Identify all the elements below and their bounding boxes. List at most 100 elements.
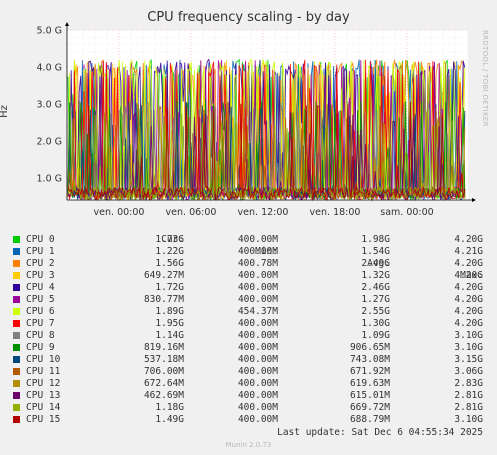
legend-row: CPU 7 1.95G 400.00M 1.30G 4.20G — [12, 318, 492, 330]
legend-row: CPU 4 1.72G 400.00M 2.46G 4.20G — [12, 282, 492, 294]
legend-min-value: 400.00M — [237, 318, 278, 329]
legend-max-value: 4.21G — [454, 246, 483, 257]
legend-cur-value: 1.95G — [155, 318, 184, 329]
legend-row: CPU 11 706.00M 400.00M 671.92M 3.06G — [12, 366, 492, 378]
legend-avg-value: 2.49G — [361, 258, 390, 269]
legend-min-value: 454.37M — [237, 306, 278, 317]
legend-avg-value: 1.54G — [361, 246, 390, 257]
x-tick-label: ven. 18:00 — [310, 207, 361, 218]
x-tick-labels: ven. 00:00 ven. 06:00 ven. 12:00 ven. 18:00… — [94, 207, 434, 218]
legend-series-name: CPU 13 — [26, 390, 61, 401]
legend-series-name: CPU 3 — [26, 270, 55, 281]
legend-series-name: CPU 0 — [26, 234, 55, 245]
legend-row: CPU 1 1.22G 400.00M 1.54G 4.21G — [12, 246, 492, 258]
legend-min-value: 400.00M — [237, 342, 278, 353]
legend-avg-value: 743.08M — [349, 354, 390, 365]
legend-row: CPU 14 1.18G 400.00M 669.72M 2.81G — [12, 402, 492, 414]
y-tick-label: 4.0 G — [37, 62, 63, 73]
legend-swatch — [13, 272, 20, 279]
axes — [65, 22, 476, 202]
legend-max-value: 2.83G — [454, 378, 483, 389]
legend-max-value: 3.10G — [454, 330, 483, 341]
legend-series-name: CPU 8 — [26, 330, 55, 341]
legend-cur-value: 1.49G — [155, 414, 184, 425]
legend-swatch — [13, 416, 20, 423]
header-avg: Avg: — [367, 258, 390, 269]
legend-cur-value: 1.18G — [155, 402, 184, 413]
header-cur: Cur: — [161, 234, 184, 245]
legend-swatch — [13, 260, 20, 267]
legend-swatch — [13, 380, 20, 387]
legend-max-value: 4.20G — [454, 294, 483, 305]
legend-min-value: 400.78M — [237, 258, 278, 269]
legend-avg-value: 615.01M — [349, 390, 390, 401]
legend-min-value: 400.00M — [237, 390, 278, 401]
legend-cur-value: 1.56G — [155, 258, 184, 269]
chart-plot: 1.0 G2.0 G3.0 G4.0 G5.0 G ven. 00:00 ven.… — [37, 22, 476, 218]
legend-row: CPU 0 1.73G 400.00M 1.98G 4.20G — [12, 234, 492, 246]
legend-cur-value: 819.16M — [143, 342, 184, 353]
series-line-cpu-15 — [67, 101, 466, 202]
legend-min-value: 400.00M — [237, 270, 278, 281]
y-tick-label: 1.0 G — [37, 173, 63, 184]
legend-row: CPU 3 649.27M 400.00M 1.32G 4.20G — [12, 270, 492, 282]
legend-series-name: CPU 7 — [26, 318, 55, 329]
series-line-cpu-6 — [67, 58, 466, 201]
legend-min-value: 400.00M — [237, 330, 278, 341]
legend-swatch — [13, 356, 20, 363]
legend-max-value: 4.20G — [454, 270, 483, 281]
legend-cur-value: 1.22G — [155, 246, 184, 257]
x-tick-label: ven. 00:00 — [94, 207, 145, 218]
legend-max-value: 4.20G — [454, 306, 483, 317]
legend-avg-value: 2.55G — [361, 306, 390, 317]
legend-avg-value: 1.27G — [361, 294, 390, 305]
legend-series-name: CPU 9 — [26, 342, 55, 353]
legend-max-value: 4.20G — [454, 258, 483, 269]
legend-max-value: 4.20G — [454, 234, 483, 245]
legend-min-value: 400.00M — [237, 282, 278, 293]
legend-avg-value: 1.32G — [361, 270, 390, 281]
legend-avg-value: 669.72M — [349, 402, 390, 413]
legend-min-value: 400.00M — [237, 402, 278, 413]
legend-min-value: 400.00M — [237, 366, 278, 377]
legend-row: CPU 12 672.64M 400.00M 619.63M 2.83G — [12, 378, 492, 390]
legend-max-value: 3.06G — [454, 366, 483, 377]
legend-series-name: CPU 4 — [26, 282, 55, 293]
legend-row: CPU 6 1.89G 454.37M 2.55G 4.20G — [12, 306, 492, 318]
legend-min-value: 400.00M — [237, 378, 278, 389]
legend-swatch — [13, 392, 20, 399]
legend-cur-value: 830.77M — [143, 294, 184, 305]
legend-avg-value: 2.46G — [361, 282, 390, 293]
legend-series-name: CPU 10 — [26, 354, 61, 365]
legend-row: CPU 2 1.56G 400.78M 2.49G 4.20G — [12, 258, 492, 270]
legend-series-name: CPU 2 — [26, 258, 55, 269]
y-axis-arrow — [65, 22, 69, 26]
legend-cur-value: 537.18M — [143, 354, 184, 365]
legend-series-name: CPU 1 — [26, 246, 55, 257]
legend-series-name: CPU 11 — [26, 366, 61, 377]
legend-swatch — [13, 296, 20, 303]
legend-avg-value: 1.30G — [361, 318, 390, 329]
legend-max-value: 3.10G — [454, 414, 483, 425]
legend-swatch — [13, 344, 20, 351]
legend-series-name: CPU 5 — [26, 294, 55, 305]
legend-min-value: 400.00M — [237, 294, 278, 305]
x-axis-arrow — [472, 198, 476, 202]
x-tick-label: ven. 06:00 — [166, 207, 217, 218]
legend-series-name: CPU 12 — [26, 378, 61, 389]
y-tick-label: 3.0 G — [37, 99, 63, 110]
header-max: Max: — [460, 270, 483, 281]
legend-swatch — [13, 248, 20, 255]
legend-swatch — [13, 320, 20, 327]
legend-avg-value: 1.09G — [361, 330, 390, 341]
legend-max-value: 4.20G — [454, 282, 483, 293]
legend-row: CPU 5 830.77M 400.00M 1.27G 4.20G — [12, 294, 492, 306]
y-tick-labels: 1.0 G 2.0 G 3.0 G 4.0 G 5.0 G — [37, 26, 63, 185]
legend-max-value: 2.81G — [454, 390, 483, 401]
legend-row: CPU 10 537.18M 400.00M 743.08M 3.15G — [12, 354, 492, 366]
chart-title: CPU frequency scaling - by day — [147, 10, 350, 25]
legend-max-value: 3.15G — [454, 354, 483, 365]
legend-min-value: 400.00M — [237, 414, 278, 425]
legend-avg-value: 1.98G — [361, 234, 390, 245]
legend-avg-value: 619.63M — [349, 378, 390, 389]
